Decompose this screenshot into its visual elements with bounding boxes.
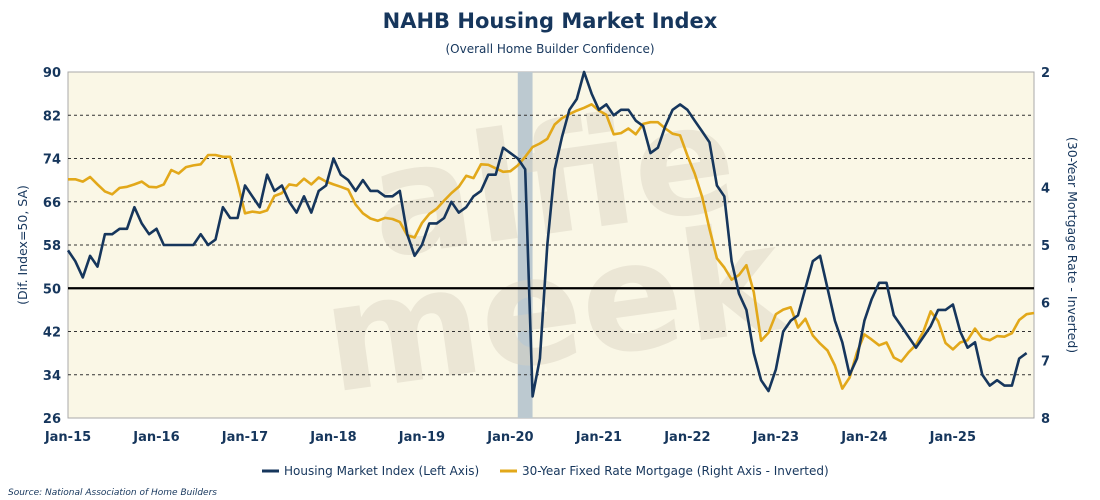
- x-tick-label: Jan-15: [44, 430, 91, 445]
- x-tick-label: Jan-25: [929, 430, 976, 445]
- left-tick-label: 50: [43, 282, 61, 297]
- left-tick-label: 66: [43, 196, 61, 211]
- x-tick-label: Jan-22: [663, 430, 710, 445]
- x-tick-label: Jan-23: [752, 430, 799, 445]
- right-tick-label: 7: [1041, 354, 1050, 369]
- left-axis: 90 82 74 66 58 50 42 34 26: [43, 66, 61, 427]
- right-tick-label: 6: [1041, 297, 1050, 312]
- x-tick-label: Jan-17: [221, 430, 268, 445]
- x-axis: Jan-15 Jan-16 Jan-17 Jan-18 Jan-19 Jan-20 Jan-…: [44, 430, 976, 445]
- right-tick-label: 8: [1041, 412, 1050, 427]
- series-housing-market-index: [66, 70, 1028, 398]
- chart-subtitle: (Overall Home Builder Confidence): [445, 42, 654, 56]
- x-tick-label: Jan-19: [398, 430, 445, 445]
- right-tick-label: 2: [1041, 66, 1050, 81]
- x-tick-label: Jan-21: [575, 430, 622, 445]
- left-tick-label: 26: [43, 412, 61, 427]
- x-tick-label: Jan-16: [132, 430, 179, 445]
- left-tick-label: 34: [43, 369, 61, 384]
- legend-label-mortgage: 30-Year Fixed Rate Mortgage (Right Axis …: [522, 464, 829, 478]
- legend-label-hmi: Housing Market Index (Left Axis): [284, 464, 479, 478]
- right-axis-label: (30-Year Mortgage Rate - Inverted): [1065, 137, 1080, 353]
- x-tick-label: Jan-18: [309, 430, 356, 445]
- x-tick-label: Jan-24: [840, 430, 887, 445]
- left-axis-label: (Dif. Index=50, SA): [15, 185, 30, 305]
- chart-title: NAHB Housing Market Index: [383, 9, 718, 33]
- x-tick-label: Jan-20: [486, 430, 533, 445]
- right-tick-label: 4: [1041, 181, 1050, 196]
- left-tick-label: 58: [43, 239, 61, 254]
- series-layer: [66, 70, 1035, 398]
- right-axis: 2 4 5 6 7 8: [1041, 66, 1050, 427]
- left-tick-label: 74: [43, 153, 61, 168]
- left-tick-label: 82: [43, 109, 61, 124]
- series-mortgage-rate: [68, 103, 1035, 390]
- left-tick-label: 90: [43, 66, 61, 81]
- right-tick-label: 5: [1041, 239, 1050, 254]
- legend: Housing Market Index (Left Axis) 30-Year…: [262, 464, 829, 478]
- left-tick-label: 42: [43, 326, 61, 341]
- source-note: Source: National Association of Home Bui…: [8, 488, 217, 498]
